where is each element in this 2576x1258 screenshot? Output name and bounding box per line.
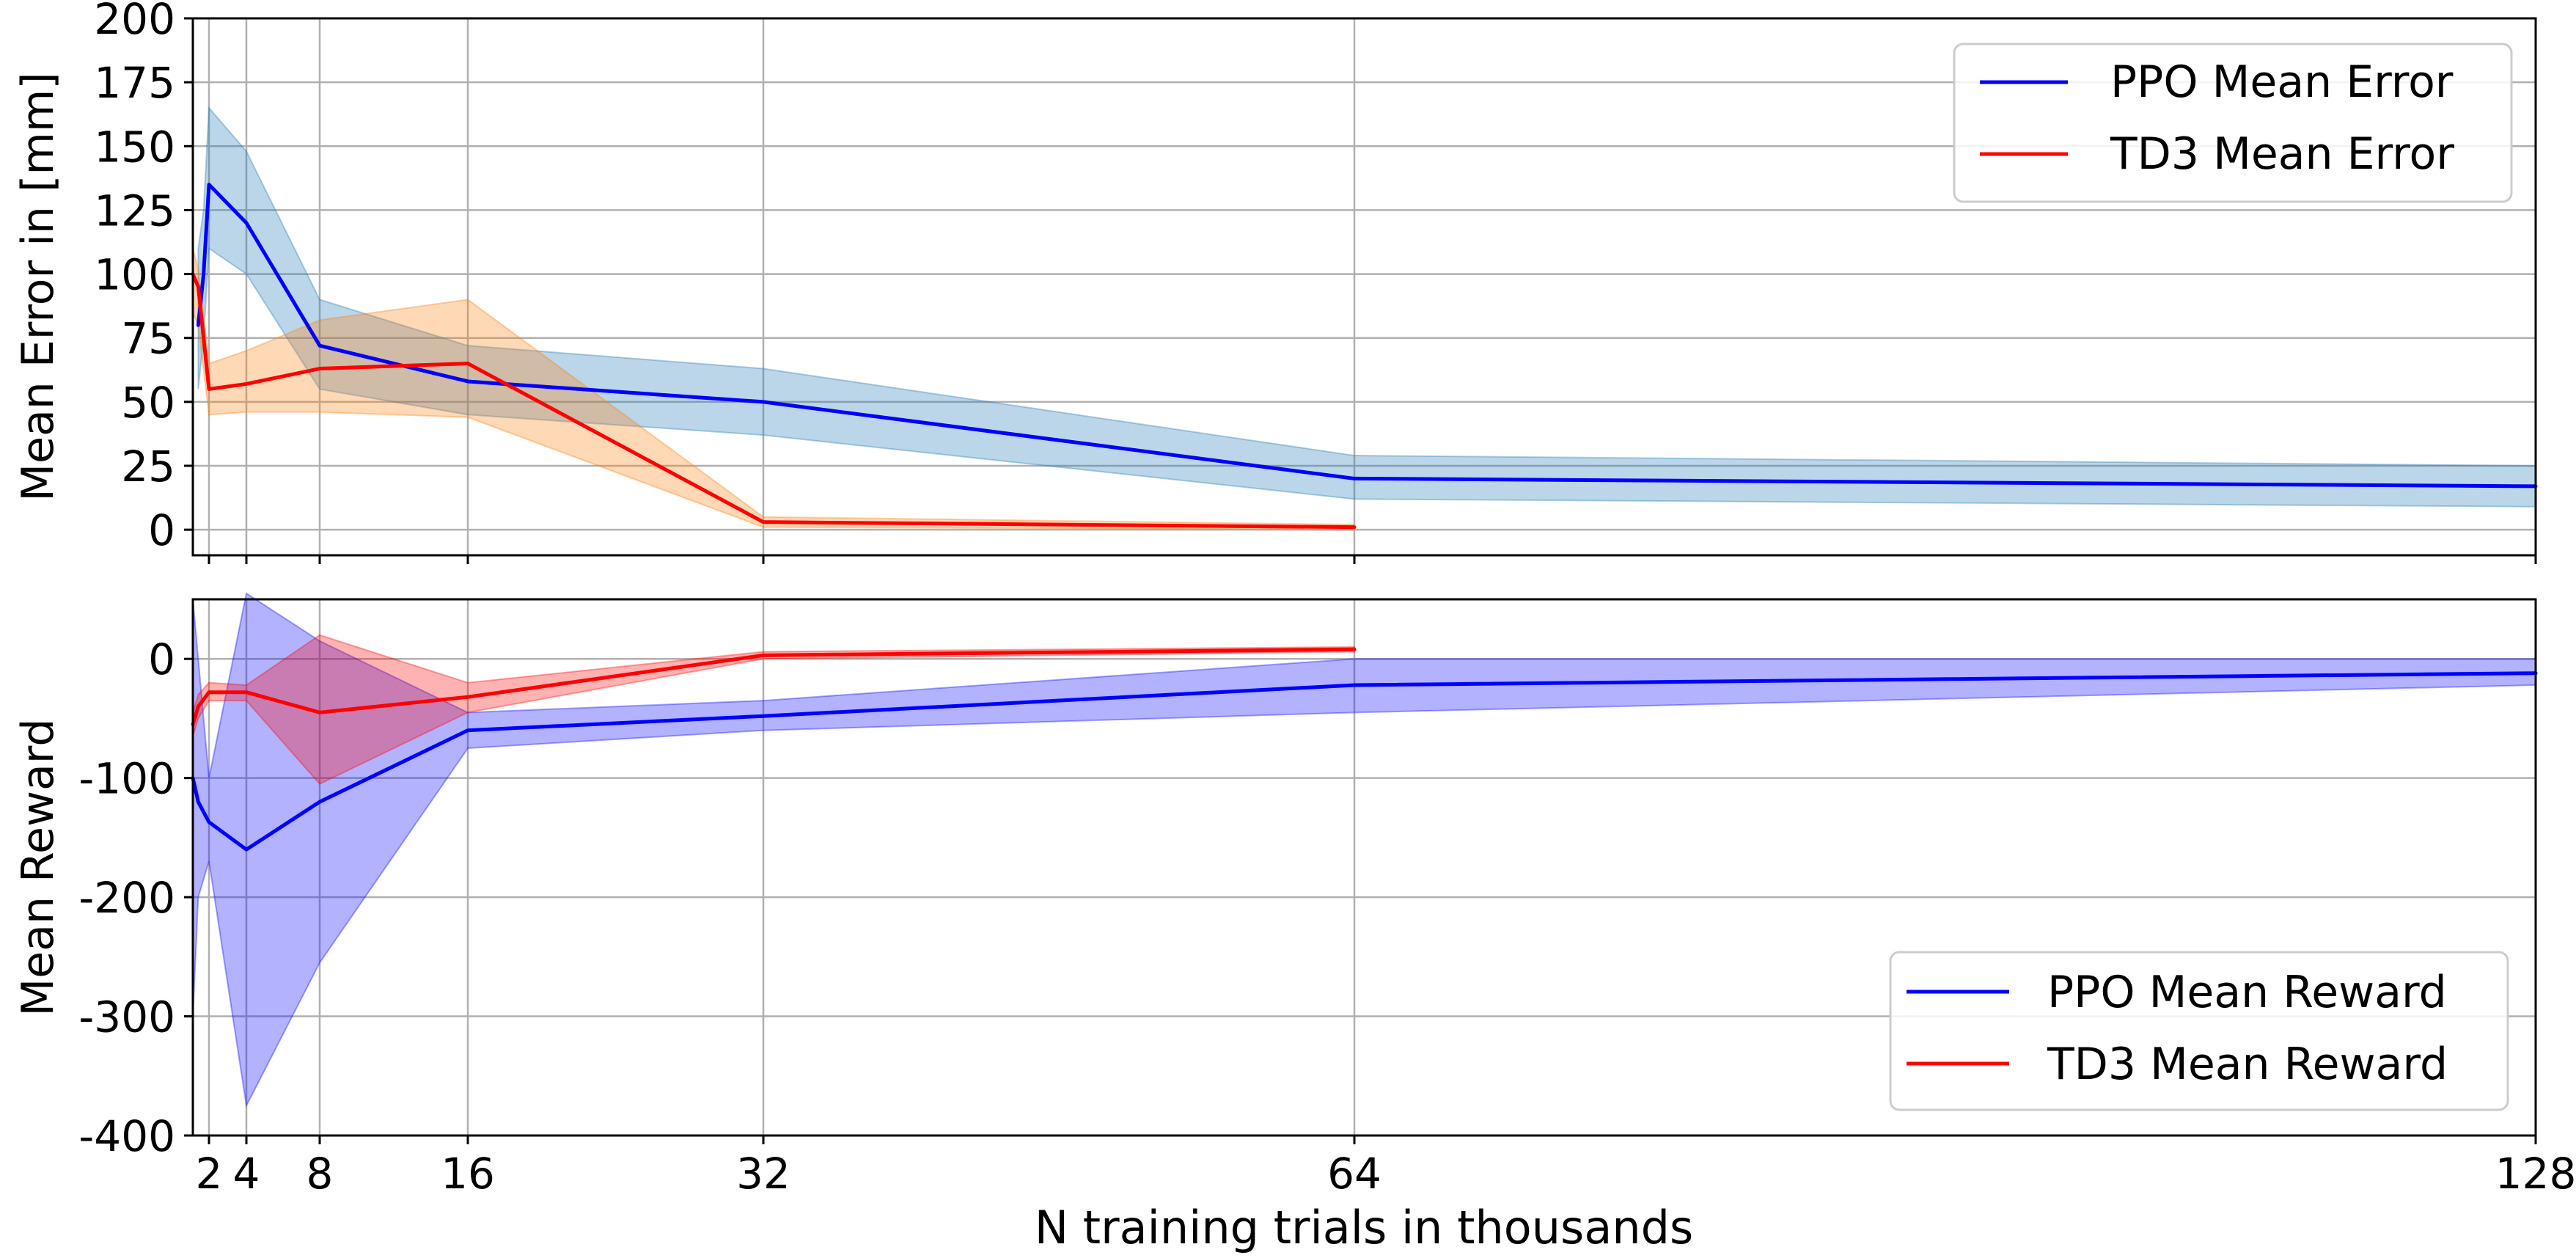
y-tick-label: -100 bbox=[78, 754, 175, 804]
reward-plot-frame bbox=[191, 598, 2537, 1137]
y-tick-label: 125 bbox=[94, 186, 175, 235]
y-tick-label: 0 bbox=[148, 505, 175, 555]
x-tick-label: 8 bbox=[307, 1149, 334, 1199]
y-tick-label: 25 bbox=[121, 442, 175, 491]
error-legend-ppo-label: PPO Mean Error bbox=[2110, 56, 2454, 108]
y-tick-label: 175 bbox=[94, 58, 175, 108]
error-panel: 0 25 50 75 100 125 150 175 200 Mean Error in [mm… bbox=[12, 0, 2538, 564]
y-tick-label: 75 bbox=[121, 314, 175, 364]
reward-lines bbox=[191, 647, 2538, 852]
reward-line-td3 bbox=[191, 647, 1357, 727]
reward-panel: 0 -100 -200 -300 -400 2 4 8 16 32 64 128 Mean Rewar… bbox=[12, 592, 2576, 1254]
reward-legend-box bbox=[1889, 951, 2509, 1111]
error-line-ppo bbox=[196, 183, 2538, 489]
y-tick-label: 200 bbox=[94, 0, 175, 44]
error-y-axis-label: Mean Error in [mm] bbox=[12, 72, 64, 501]
y-tick-label: 0 bbox=[148, 635, 175, 684]
error-legend-td3-label: TD3 Mean Error bbox=[2110, 128, 2454, 180]
x-axis-label: N training trials in thousands bbox=[1035, 1201, 1694, 1254]
x-tick-label: 2 bbox=[196, 1149, 223, 1199]
error-band-td3 bbox=[192, 248, 1355, 531]
reward-legend-td3-label: TD3 Mean Reward bbox=[2047, 1039, 2448, 1090]
reward-ticks: 0 -100 -200 -300 -400 2 4 8 16 32 64 128 bbox=[78, 635, 2576, 1199]
reward-legend: PPO Mean Reward TD3 Mean Reward bbox=[1889, 951, 2509, 1111]
reward-line-ppo bbox=[191, 671, 2538, 852]
y-tick-label: -200 bbox=[78, 873, 175, 923]
error-ticks: 0 25 50 75 100 125 150 175 200 bbox=[94, 0, 2537, 564]
error-lines bbox=[191, 183, 2538, 530]
x-tick-label: 128 bbox=[2495, 1149, 2576, 1199]
y-tick-label: 100 bbox=[94, 250, 175, 300]
x-tick-label: 4 bbox=[233, 1149, 260, 1199]
x-tick-label: 32 bbox=[736, 1149, 790, 1199]
y-tick-label: 150 bbox=[94, 122, 175, 172]
x-tick-label: 16 bbox=[441, 1149, 495, 1199]
x-tick-label: 64 bbox=[1327, 1149, 1381, 1199]
error-legend: PPO Mean Error TD3 Mean Error bbox=[1953, 43, 2513, 203]
y-tick-label: -300 bbox=[78, 992, 175, 1042]
y-tick-label: -400 bbox=[78, 1111, 175, 1161]
error-line-td3 bbox=[191, 272, 1357, 530]
reward-y-axis-label: Mean Reward bbox=[12, 719, 64, 1017]
reward-legend-ppo-label: PPO Mean Reward bbox=[2047, 967, 2447, 1018]
error-plot-frame bbox=[191, 17, 2537, 557]
y-tick-label: 50 bbox=[121, 378, 175, 428]
error-legend-box bbox=[1953, 43, 2513, 203]
